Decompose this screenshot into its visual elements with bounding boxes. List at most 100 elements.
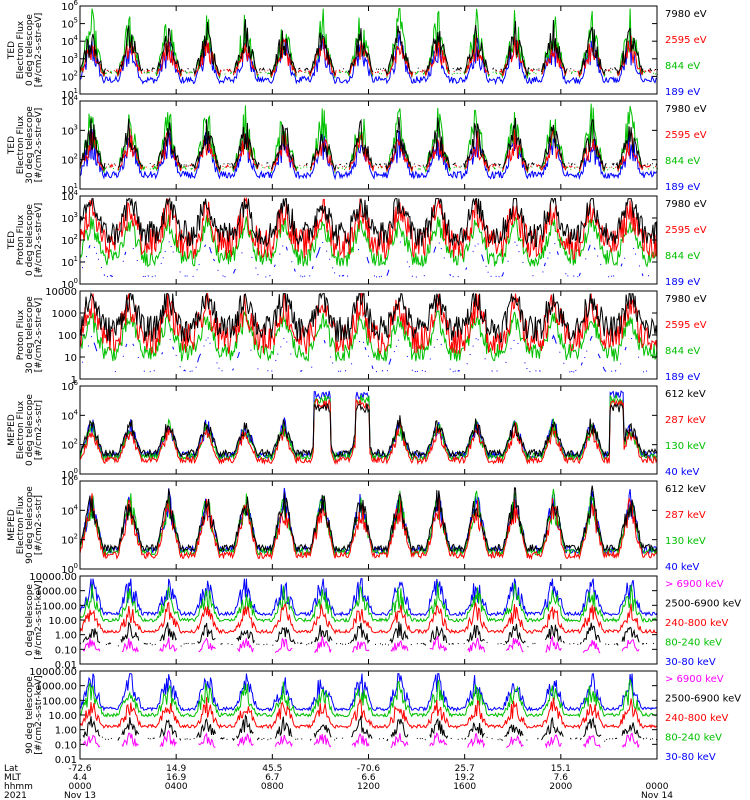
series-189-eV-point	[267, 370, 269, 372]
series-2500-6900-keV-point	[534, 642, 536, 644]
y-axis-label: TED	[7, 136, 17, 155]
series-2595-eV-line	[421, 69, 424, 73]
series-2500-6900-keV-line	[275, 626, 296, 645]
series-2595-eV-line	[269, 37, 297, 78]
y-axis-label: TED	[7, 231, 17, 250]
series-189-eV-point	[429, 358, 431, 360]
series-189-eV-point	[516, 244, 518, 246]
series-189-eV-line	[209, 246, 212, 254]
y-tick-exponent: 2	[74, 533, 78, 541]
series-2500-6900-keV-line	[569, 737, 572, 740]
series-189-eV-line	[300, 370, 303, 372]
series-844-eV-line	[190, 167, 193, 170]
series-7980-eV-point	[153, 164, 155, 166]
y-tick-exponent: 2	[74, 153, 78, 161]
series-189-eV-point	[221, 370, 223, 372]
y-tick-label: 10000	[45, 287, 77, 298]
series-2500-6900-keV-point	[187, 642, 189, 644]
series-189-eV-line	[344, 370, 347, 372]
series-2500-6900-keV-line	[386, 738, 389, 742]
series-189-eV-point	[399, 241, 401, 243]
series-2595-eV-line	[376, 71, 380, 73]
series-7980-eV-line	[502, 117, 530, 171]
series-2500-6900-keV-point	[378, 738, 380, 740]
series-2500-6900-keV-point	[532, 643, 534, 645]
series-2500-6900-keV-point	[419, 738, 421, 740]
y-tick-exponent: 2	[74, 69, 78, 77]
y-tick-label: 1000	[52, 309, 77, 320]
series-189-eV-point	[283, 338, 285, 340]
series-7980-eV-line	[494, 162, 497, 166]
series-189-eV-point	[275, 359, 277, 361]
series-2500-6900-keV-line	[107, 642, 112, 645]
series-7980-eV-line	[463, 123, 490, 169]
series-2500-6900-keV-line	[621, 722, 642, 739]
series-2500-6900-keV-point	[104, 738, 106, 740]
series-189-eV-point	[302, 276, 304, 278]
series-2595-eV-line	[266, 165, 268, 168]
series-189-eV-point	[597, 255, 599, 257]
series-7980-eV-point	[107, 163, 109, 165]
series-189-eV-point	[351, 363, 353, 365]
series->-6900-keV-line	[506, 638, 524, 653]
series-2500-6900-keV-line	[179, 738, 182, 741]
series-2500-6900-keV-point	[266, 643, 268, 645]
series-189-eV-point	[329, 258, 331, 260]
series-2595-eV-line	[226, 68, 232, 73]
series-189-eV-point	[542, 271, 544, 273]
series-189-eV-point	[309, 275, 311, 277]
series-189-eV-point	[132, 248, 134, 250]
series-189-eV-point	[87, 345, 89, 347]
series-189-eV-point	[93, 246, 95, 248]
series-189-eV-point	[300, 275, 302, 277]
series-2595-eV-point	[417, 164, 419, 166]
series-2595-eV-point	[305, 71, 307, 73]
series-2500-6900-keV-line	[232, 737, 235, 741]
series-189-eV-point	[611, 370, 613, 372]
series-189-eV-point	[631, 338, 633, 340]
series-844-eV-line	[609, 71, 612, 73]
series-189-eV-point	[517, 343, 519, 345]
series-844-eV-line	[143, 71, 146, 74]
series-189-eV-line	[388, 358, 392, 365]
series-189-eV-point	[195, 366, 197, 368]
series-2500-6900-keV-point	[185, 642, 187, 644]
series-2595-eV-point	[345, 167, 347, 169]
y-tick-label: 10000.00	[29, 667, 77, 678]
series-189-eV-point	[358, 249, 360, 251]
series-189-eV-point	[380, 275, 382, 277]
series->-6900-keV-line	[159, 637, 178, 652]
series-189-eV-line	[556, 251, 559, 256]
series-844-eV-line	[182, 166, 187, 170]
series-2500-6900-keV-point	[308, 643, 310, 645]
series-189-eV-point	[218, 367, 220, 369]
x-tick-label: 19.2	[455, 773, 475, 783]
series-189-eV-point	[151, 276, 153, 278]
y-tick-exponent: 4	[74, 408, 79, 416]
series-130-keV-line	[79, 488, 658, 557]
series-2595-eV-point	[267, 69, 269, 71]
series-2500-6900-keV-line	[236, 630, 255, 644]
series-2500-6900-keV-point	[382, 737, 384, 739]
series-2500-6900-keV-line	[220, 643, 223, 645]
y-tick-label: 10	[61, 280, 74, 291]
series-2595-eV-point	[261, 69, 263, 71]
legend-entry: 2500-6900 keV	[665, 599, 741, 610]
series-7980-eV-point	[612, 68, 614, 70]
series-7980-eV-line	[495, 69, 497, 72]
series-189-eV-line	[386, 269, 390, 276]
series-2595-eV-line	[530, 68, 534, 73]
series-844-eV-point	[344, 168, 346, 170]
series-189-eV-point	[172, 251, 174, 253]
series->-6900-keV-line	[467, 637, 486, 653]
y-axis-label: [#/cm2-s-str-eV]	[34, 298, 44, 373]
series-189-eV-point	[469, 353, 471, 355]
series-2595-eV-line	[146, 69, 151, 73]
series-7980-eV-line	[492, 67, 495, 70]
y-tick-exponent: 6	[74, 474, 79, 482]
series-2500-6900-keV-line	[117, 736, 121, 741]
series-189-eV-point	[363, 341, 365, 343]
series-7980-eV-line	[615, 126, 643, 169]
series-189-eV-point	[490, 275, 492, 277]
